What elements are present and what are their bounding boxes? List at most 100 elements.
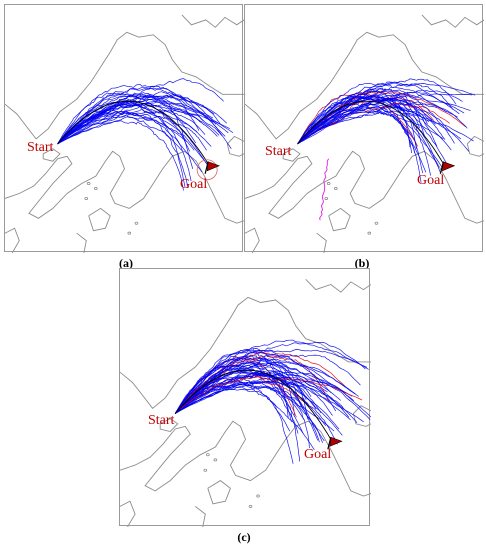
optimal-path-b bbox=[297, 100, 444, 164]
coast-segment-a bbox=[226, 135, 244, 157]
islet-c bbox=[206, 453, 210, 457]
islet-b bbox=[367, 231, 372, 235]
map-plot-a bbox=[5, 14, 244, 253]
trajectory-a bbox=[57, 120, 184, 191]
islet-c bbox=[248, 504, 253, 508]
trajectory-c bbox=[174, 380, 338, 445]
caption-b: (b) bbox=[354, 256, 370, 270]
start-label-a: Start bbox=[27, 140, 54, 155]
coast-segment-b bbox=[245, 31, 484, 140]
trajectory-a bbox=[57, 94, 234, 145]
coast-segment-c bbox=[352, 405, 371, 427]
flag-cloth bbox=[206, 161, 220, 172]
trajectory-c bbox=[174, 361, 292, 423]
trajectory-b bbox=[297, 81, 476, 145]
coast-segment-c bbox=[305, 278, 371, 293]
trajectory-c bbox=[174, 351, 346, 414]
start-label-c: Start bbox=[148, 413, 175, 428]
panel-b: Start Goal bbox=[244, 4, 484, 253]
trajectory-b bbox=[297, 93, 473, 145]
trajectory-c bbox=[175, 376, 337, 414]
goal-label-c: Goal bbox=[304, 447, 332, 462]
trajectory-a bbox=[57, 83, 226, 145]
trajectory-c bbox=[174, 381, 364, 423]
coast-segment-c bbox=[207, 480, 231, 505]
coast-segment-b bbox=[245, 227, 260, 253]
coast-segment-b bbox=[316, 232, 327, 253]
trajectory-b bbox=[297, 99, 468, 145]
trajectory-a bbox=[57, 102, 230, 145]
trajectory-b bbox=[297, 106, 412, 154]
trajectory-b bbox=[297, 110, 474, 145]
coast-segment-a bbox=[42, 148, 61, 162]
trajectory-c bbox=[174, 364, 351, 421]
trajectory-c bbox=[174, 364, 371, 420]
trajectory-a bbox=[57, 116, 207, 151]
goal-label-b: Goal bbox=[417, 173, 445, 188]
coast-segment-c bbox=[195, 506, 206, 527]
coast-segment-c bbox=[120, 420, 371, 497]
optimal-path-a bbox=[57, 100, 209, 164]
trajectory-a bbox=[57, 94, 200, 145]
islet-c bbox=[256, 494, 260, 498]
coast-segment-a bbox=[5, 150, 244, 224]
trajectory-b bbox=[297, 89, 463, 145]
islet-a bbox=[86, 182, 91, 186]
islet-c bbox=[203, 468, 208, 472]
islet-a bbox=[134, 221, 139, 225]
flag-icon bbox=[204, 161, 220, 174]
trajectory-b bbox=[297, 94, 471, 145]
trajectory-b bbox=[297, 97, 417, 149]
panel-a: Start Goal bbox=[4, 4, 244, 253]
coast-segment-c bbox=[159, 418, 179, 432]
islet-a bbox=[94, 187, 98, 191]
islet-b bbox=[324, 196, 329, 200]
trajectory-a bbox=[57, 109, 190, 152]
coast-segment-c bbox=[120, 500, 136, 527]
islet-a bbox=[127, 231, 132, 235]
coast-segment-a bbox=[88, 207, 111, 232]
coast-segment-a bbox=[5, 31, 244, 140]
caption-a: (a) bbox=[119, 256, 133, 270]
goal-label-a: Goal bbox=[180, 177, 208, 192]
trajectory-b bbox=[297, 89, 455, 145]
coast-segment-c bbox=[120, 296, 371, 409]
trajectory-b bbox=[297, 82, 460, 145]
trajectory-b bbox=[297, 91, 465, 145]
coast-segment-b bbox=[245, 150, 484, 224]
islet-b bbox=[374, 221, 379, 225]
coast-segment-b bbox=[282, 148, 301, 162]
start-label-b: Start bbox=[265, 144, 292, 159]
flag-cloth bbox=[442, 161, 456, 172]
trajectory-a bbox=[57, 109, 223, 145]
goal-region-a bbox=[196, 159, 218, 181]
islet-b bbox=[326, 182, 331, 186]
flag-cloth bbox=[329, 436, 343, 447]
coast-segment-b bbox=[466, 135, 484, 157]
coastline-a bbox=[5, 14, 244, 253]
map-plot-c bbox=[120, 278, 371, 527]
coast-segment-a bbox=[181, 14, 244, 28]
trajectory-b bbox=[297, 106, 427, 173]
optimal-path-c bbox=[174, 369, 332, 440]
flag-icon bbox=[439, 161, 456, 174]
islet-a bbox=[84, 196, 89, 200]
trajectory-a bbox=[57, 110, 203, 173]
trajectory-b bbox=[297, 94, 443, 168]
flag-icon bbox=[327, 436, 343, 450]
trajectory-c bbox=[174, 361, 359, 414]
islet-c bbox=[213, 458, 218, 462]
coast-segment-a bbox=[76, 232, 87, 253]
coast-segment-a bbox=[5, 227, 20, 253]
trajectory-c bbox=[174, 350, 332, 414]
trajectory-a bbox=[57, 86, 232, 149]
trajectory-c bbox=[174, 342, 366, 414]
trajectory-c bbox=[174, 375, 363, 414]
trajectory-b bbox=[297, 89, 452, 151]
trajectory-b bbox=[297, 83, 454, 145]
trajectory-c bbox=[174, 351, 371, 418]
alternate-path-b bbox=[319, 158, 330, 221]
islet-b bbox=[334, 187, 338, 191]
caption-c: (c) bbox=[237, 530, 251, 544]
trajectory-c bbox=[174, 373, 322, 414]
